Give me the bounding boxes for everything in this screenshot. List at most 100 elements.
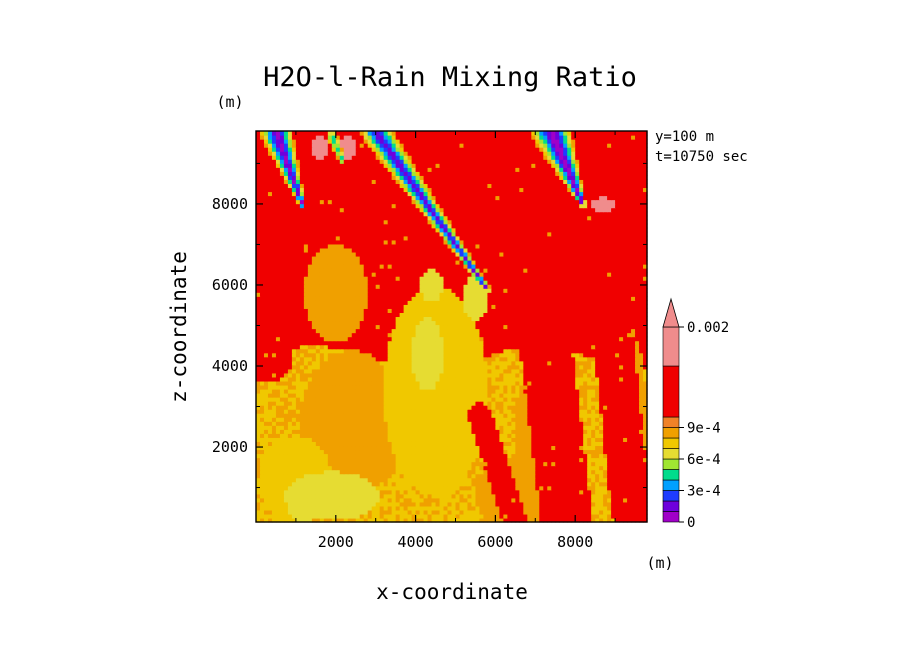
heatmap-cell (303, 324, 309, 330)
heatmap-cell (367, 336, 373, 342)
heatmap-cell (555, 413, 560, 418)
heatmap-cell (503, 513, 508, 519)
heatmap-cell (283, 421, 289, 426)
heatmap-cell (271, 477, 277, 483)
heatmap-cell (375, 328, 381, 334)
heatmap-cell (539, 397, 544, 402)
heatmap-cell (259, 401, 265, 406)
heatmap-cell (355, 457, 361, 463)
heatmap-cell (335, 364, 341, 370)
heatmap-cell (279, 356, 285, 362)
heatmap-cell (399, 437, 405, 442)
heatmap-cell (527, 453, 532, 459)
heatmap-cell (599, 417, 604, 422)
heatmap-cell (575, 433, 580, 438)
heatmap-cell (291, 453, 297, 459)
heatmap-cell (295, 409, 301, 414)
heatmap-cell (391, 457, 397, 463)
heatmap-cell (339, 509, 345, 515)
heatmap-cell (611, 445, 616, 451)
heatmap-cell (623, 417, 628, 422)
heatmap-cell (575, 441, 580, 447)
heatmap-cell (567, 425, 572, 430)
heatmap-cell (435, 324, 441, 330)
heatmap-cell (643, 364, 648, 370)
heatmap-cell (363, 336, 369, 342)
heatmap-cell (367, 489, 373, 495)
heatmap-cell (387, 481, 393, 487)
heatmap-cell (567, 489, 572, 495)
heatmap-cell (523, 481, 528, 487)
heatmap-cell (563, 380, 568, 386)
heatmap-cell (451, 360, 457, 366)
heatmap-cell (375, 469, 381, 475)
heatmap-cell (495, 397, 500, 402)
heatmap-cell (471, 477, 477, 483)
heatmap-cell (307, 352, 313, 358)
heatmap-cell (495, 465, 500, 471)
heatmap-cell (567, 449, 572, 455)
heatmap-cell (339, 437, 345, 442)
heatmap-cell (375, 441, 381, 447)
heatmap-cell (455, 340, 461, 346)
heatmap-cell (399, 433, 405, 438)
heatmap-cell (631, 445, 636, 451)
heatmap-cell (383, 457, 389, 463)
heatmap-cell (627, 481, 632, 487)
heatmap-cell (627, 509, 632, 515)
heatmap-cell (519, 388, 524, 394)
heatmap-cell (487, 493, 492, 499)
heatmap-cell (256, 328, 261, 334)
heatmap-cell (559, 485, 564, 491)
heatmap-cell (463, 356, 469, 362)
heatmap-cell (431, 421, 437, 426)
heatmap-cell (291, 384, 297, 390)
heatmap-cell (295, 433, 301, 438)
heatmap-cell (343, 481, 349, 487)
heatmap-cell (359, 461, 365, 467)
heatmap-cell (427, 388, 433, 394)
heatmap-cell (619, 453, 624, 459)
heatmap-cell (339, 405, 345, 410)
heatmap-cell (491, 517, 496, 523)
heatmap-cell (379, 489, 385, 495)
heatmap-cell (539, 393, 544, 398)
heatmap-cell (411, 437, 417, 442)
heatmap-cell (627, 401, 632, 406)
heatmap-cell (395, 401, 401, 406)
heatmap-cell (587, 453, 592, 459)
heatmap-cell (295, 457, 301, 463)
heatmap-cell (595, 449, 600, 455)
heatmap-cell (379, 388, 385, 394)
heatmap-cell (447, 465, 453, 471)
heatmap-cell (491, 501, 496, 507)
heatmap-cell (407, 409, 413, 414)
heatmap-cell (527, 457, 532, 463)
heatmap-cell (399, 405, 405, 410)
heatmap-cell (507, 376, 512, 382)
heatmap-cell (607, 453, 612, 459)
heatmap-cell (435, 505, 441, 511)
heatmap-cell (551, 356, 556, 362)
heatmap-cell (455, 332, 461, 338)
heatmap-cell (367, 453, 373, 459)
heatmap-cell (271, 364, 277, 370)
heatmap-cell (551, 441, 556, 447)
heatmap-cell (315, 413, 321, 418)
heatmap-cell (263, 513, 269, 519)
heatmap-cell (643, 332, 648, 338)
heatmap-cell (391, 473, 397, 479)
heatmap-cell (511, 453, 516, 459)
heatmap-cell (411, 509, 417, 515)
heatmap-cell (291, 409, 297, 414)
heatmap-cell (503, 320, 508, 326)
heatmap-cell (491, 356, 496, 362)
heatmap-cell (343, 360, 349, 366)
heatmap-cell (507, 457, 512, 463)
heatmap-cell (603, 336, 608, 342)
heatmap-cell (359, 364, 365, 370)
heatmap-cell (363, 352, 369, 358)
heatmap-cell (256, 413, 261, 418)
heatmap-cell (475, 368, 481, 374)
heatmap-cell (395, 360, 401, 366)
